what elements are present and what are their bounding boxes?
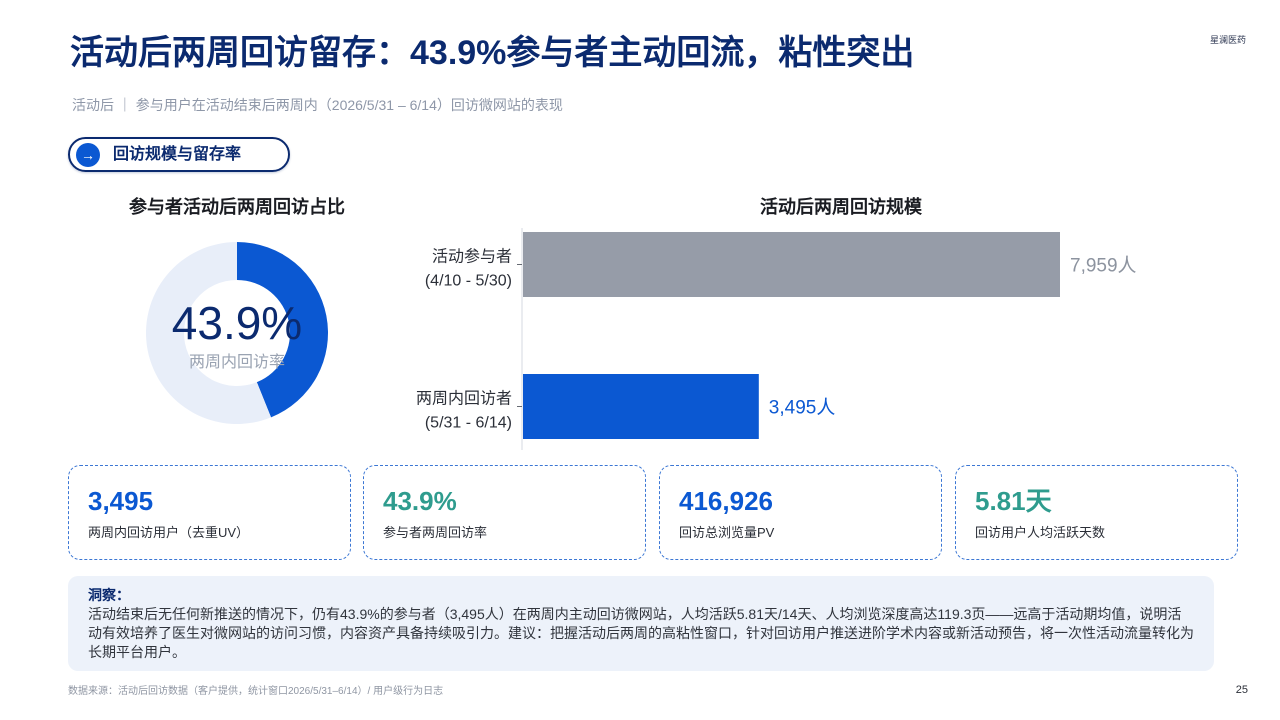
brand-name: 星澜医药 [1209, 35, 1246, 45]
donut-chart-svg [146, 242, 328, 424]
arrow-right-icon: → [76, 142, 100, 167]
bar-chart-title: 活动后两周回访规模 [760, 197, 922, 217]
kpi-card-pageviews: 416,926 回访总浏览量PV [659, 465, 942, 560]
donut-chart-title: 参与者活动后两周回访占比 [129, 197, 345, 217]
donut-slice-rest [146, 242, 272, 424]
category-label: 两周内回访者 [416, 390, 512, 408]
data-source-note: 数据来源：活动后回访数据（客户提供，统计窗口2026/5/31–6/14）/ 用… [68, 686, 444, 697]
kpi-value: 5.81天 [975, 486, 1052, 516]
kpi-card-return-users: 3,495 两周内回访用户（去重UV） [68, 465, 351, 560]
insight-heading: 洞察： [88, 587, 130, 603]
kpi-label: 回访用户人均活跃天数 [975, 525, 1106, 540]
kpi-label: 两周内回访用户（去重UV） [88, 525, 250, 540]
donut-slice-highlight [237, 242, 328, 418]
kpi-value: 3,495 [88, 486, 154, 516]
bar-value-label: 3,495人 [769, 397, 836, 419]
kpi-label: 回访总浏览量PV [679, 525, 775, 540]
donut-center-value: 43.9% [171, 297, 303, 349]
donut-chart: 43.9% 两周内回访率 [145, 241, 329, 425]
kpi-card-active-days: 5.81天 回访用户人均活跃天数 [955, 465, 1238, 560]
page-subtitle: 活动后 ｜ 参与用户在活动结束后两周内（2026/5/31 – 6/14）回访微… [72, 97, 563, 113]
kpi-label: 参与者两周回访率 [383, 525, 488, 540]
insight-text: 活动结束后无任何新推送的情况下，仍有43.9%的参与者（3,495人）在两周内主… [88, 606, 1194, 660]
page-title: 活动后两周回访留存：43.9%参与者主动回流，粘性突出 [70, 34, 915, 72]
page-number: 25 [1235, 684, 1248, 696]
donut-center-label: 两周内回访率 [188, 354, 285, 371]
bar [523, 232, 1060, 297]
bar [523, 374, 759, 439]
insight-box: 洞察： 活动结束后无任何新推送的情况下，仍有43.9%的参与者（3,495人）在… [68, 576, 1214, 671]
section-tag: → 回访规模与留存率 [68, 137, 290, 172]
bar-value-label: 7,959人 [1070, 255, 1137, 277]
kpi-value: 43.9% [383, 486, 457, 516]
kpi-value: 416,926 [679, 486, 773, 516]
section-tag-label: 回访规模与留存率 [113, 145, 242, 163]
category-period-label: (5/31 - 6/14) [425, 415, 512, 432]
category-label: 活动参与者 [432, 248, 512, 266]
kpi-card-return-rate: 43.9% 参与者两周回访率 [363, 465, 646, 560]
category-period-label: (4/10 - 5/30) [425, 273, 512, 290]
